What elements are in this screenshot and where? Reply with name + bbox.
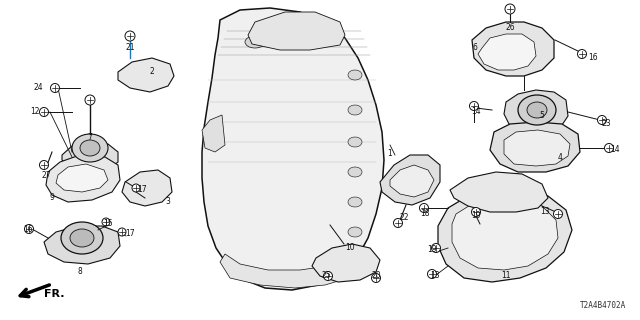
Polygon shape	[56, 164, 108, 192]
Polygon shape	[122, 170, 172, 206]
Text: 10: 10	[345, 243, 355, 252]
Text: 16: 16	[588, 53, 598, 62]
Polygon shape	[248, 12, 345, 50]
Ellipse shape	[348, 70, 362, 80]
Text: 18: 18	[420, 210, 429, 219]
Text: 14: 14	[610, 146, 620, 155]
Ellipse shape	[305, 28, 325, 40]
Ellipse shape	[348, 227, 362, 237]
Ellipse shape	[348, 167, 362, 177]
Circle shape	[102, 218, 110, 226]
Text: 22: 22	[399, 213, 409, 222]
Text: 19: 19	[427, 245, 437, 254]
Text: 13: 13	[430, 271, 440, 281]
Polygon shape	[312, 244, 380, 282]
Polygon shape	[478, 34, 536, 70]
Text: 17: 17	[125, 229, 135, 238]
Circle shape	[51, 84, 60, 92]
Polygon shape	[202, 115, 225, 152]
Text: 7: 7	[88, 132, 92, 141]
Ellipse shape	[61, 222, 103, 254]
Circle shape	[132, 184, 140, 192]
Polygon shape	[472, 22, 554, 76]
Text: 27: 27	[41, 171, 51, 180]
Ellipse shape	[348, 197, 362, 207]
Text: 23: 23	[601, 119, 611, 129]
Circle shape	[118, 228, 126, 236]
Text: 5: 5	[540, 110, 545, 119]
Polygon shape	[490, 122, 580, 172]
Circle shape	[577, 50, 586, 59]
Ellipse shape	[348, 137, 362, 147]
Ellipse shape	[80, 140, 100, 156]
Polygon shape	[450, 172, 548, 212]
Circle shape	[470, 101, 479, 110]
Circle shape	[24, 225, 33, 234]
Text: 8: 8	[77, 268, 83, 276]
Circle shape	[554, 210, 563, 219]
Text: 21: 21	[125, 44, 135, 52]
Polygon shape	[44, 226, 120, 264]
Ellipse shape	[245, 36, 265, 48]
Circle shape	[40, 161, 49, 170]
Text: 13: 13	[540, 207, 550, 217]
Polygon shape	[118, 58, 174, 92]
Text: 24: 24	[33, 84, 43, 92]
Polygon shape	[504, 90, 568, 134]
Ellipse shape	[275, 32, 295, 44]
Circle shape	[505, 4, 515, 14]
Text: 17: 17	[137, 186, 147, 195]
Polygon shape	[452, 198, 558, 270]
Circle shape	[419, 204, 429, 212]
Text: 16: 16	[23, 225, 33, 234]
Polygon shape	[202, 8, 384, 290]
Text: 19: 19	[471, 212, 481, 220]
Text: 6: 6	[472, 44, 477, 52]
Circle shape	[605, 143, 614, 153]
Ellipse shape	[518, 95, 556, 125]
Text: 26: 26	[505, 22, 515, 31]
Polygon shape	[220, 254, 365, 288]
Circle shape	[40, 108, 49, 116]
Text: 2: 2	[150, 68, 154, 76]
Ellipse shape	[527, 102, 547, 118]
Circle shape	[85, 95, 95, 105]
Circle shape	[472, 207, 481, 217]
Ellipse shape	[72, 134, 108, 162]
Text: 25: 25	[321, 271, 331, 281]
Text: 20: 20	[371, 271, 381, 281]
Circle shape	[125, 31, 135, 41]
Text: 12: 12	[30, 108, 40, 116]
Polygon shape	[62, 142, 118, 172]
Polygon shape	[390, 165, 434, 197]
Text: 1: 1	[388, 148, 392, 157]
Circle shape	[598, 116, 607, 124]
Text: 14: 14	[471, 108, 481, 116]
Text: FR.: FR.	[44, 289, 65, 299]
Polygon shape	[46, 155, 120, 202]
Polygon shape	[380, 155, 440, 205]
Ellipse shape	[70, 229, 94, 247]
Circle shape	[431, 244, 440, 252]
Circle shape	[428, 269, 436, 278]
Text: 15: 15	[103, 219, 113, 228]
Circle shape	[394, 219, 403, 228]
Circle shape	[371, 274, 381, 283]
Text: 11: 11	[501, 271, 511, 281]
Text: 3: 3	[166, 197, 170, 206]
Polygon shape	[504, 130, 570, 166]
Circle shape	[323, 271, 333, 281]
Polygon shape	[438, 188, 572, 282]
Text: T2A4B4702A: T2A4B4702A	[580, 301, 626, 310]
Text: 9: 9	[49, 194, 54, 203]
Ellipse shape	[348, 105, 362, 115]
Text: 4: 4	[557, 153, 563, 162]
